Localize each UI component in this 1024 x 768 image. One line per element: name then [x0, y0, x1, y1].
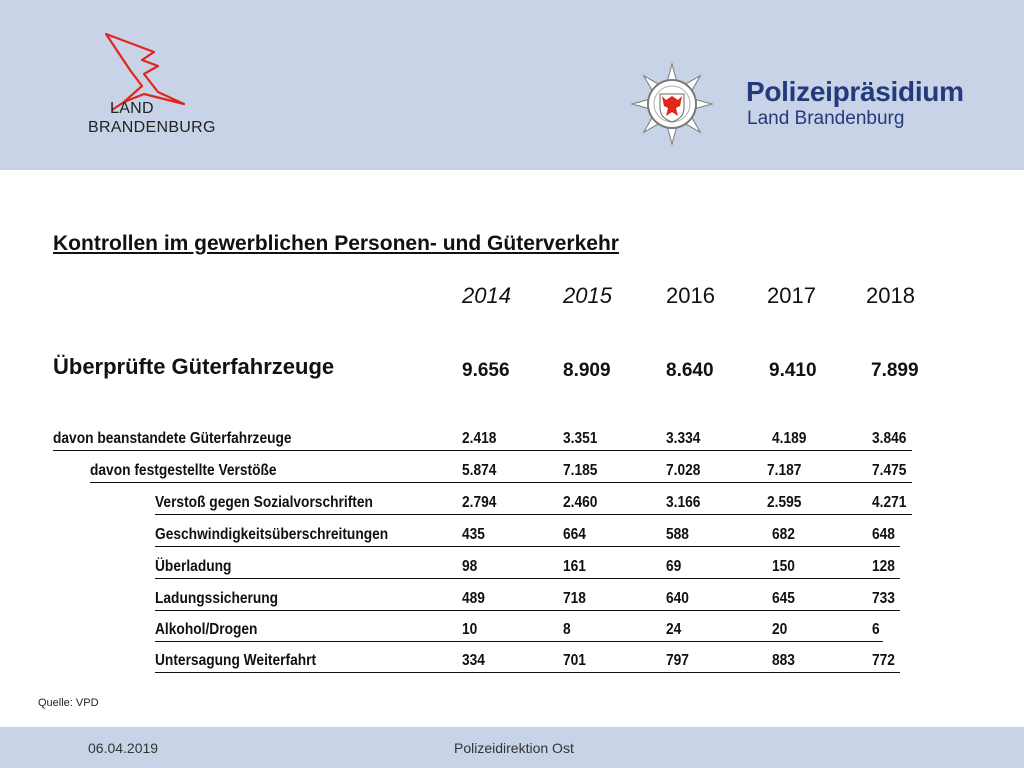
row-value-2016: 3.166 [666, 494, 701, 511]
row-value-2017: 883 [772, 652, 795, 669]
page-title: Kontrollen im gewerblichen Personen- und… [53, 232, 619, 255]
row-value-2018: 4.271 [872, 494, 907, 511]
row-underline [155, 672, 900, 673]
row-value-2014: 334 [462, 652, 485, 669]
row-label-versto-gegen-sozialvorschriften: Verstoß gegen Sozialvorschriften [155, 494, 373, 511]
year-2014: 2014 [462, 283, 511, 308]
brand-text-land: LAND [110, 100, 154, 117]
main-value-2017: 9.410 [769, 360, 817, 381]
row-value-2018: 6 [872, 621, 880, 638]
row-label-geschwindigkeits-berschreitungen: Geschwindigkeitsüberschreitungen [155, 526, 389, 543]
row-value-2016: 640 [666, 590, 689, 607]
year-2016: 2016 [666, 283, 715, 308]
footer-band: 06.04.2019 Polizeidirektion Ost [0, 727, 1024, 768]
row-value-2014: 10 [462, 621, 478, 638]
row-value-2014: 489 [462, 590, 485, 607]
row-underline [155, 641, 883, 642]
main-value-2016: 8.640 [666, 360, 714, 381]
row-value-2018: 772 [872, 652, 895, 669]
row-value-2015: 7.185 [563, 462, 598, 479]
row-value-2017: 7.187 [767, 462, 802, 479]
police-presidium-title: Polizeipräsidium [746, 76, 964, 107]
row-value-2014: 98 [462, 558, 478, 575]
row-label-alkohol-drogen: Alkohol/Drogen [155, 621, 258, 638]
row-value-2016: 7.028 [666, 462, 701, 479]
row-underline [155, 546, 900, 547]
row-value-2017: 645 [772, 590, 795, 607]
row-value-2018: 648 [872, 526, 895, 543]
row-value-2015: 701 [563, 652, 586, 669]
row-value-2014: 2.418 [462, 430, 497, 447]
main-value-2014: 9.656 [462, 360, 510, 381]
row-value-2014: 2.794 [462, 494, 497, 511]
row-label-davon-beanstandete-g-terfahrzeuge: davon beanstandete Güterfahrzeuge [53, 430, 292, 447]
footer-organization: Polizeidirektion Ost [454, 740, 574, 756]
row-value-2016: 3.334 [666, 430, 701, 447]
row-value-2016: 69 [666, 558, 682, 575]
row-underline [155, 578, 900, 579]
row-value-2017: 4.189 [772, 430, 807, 447]
row-value-2018: 733 [872, 590, 895, 607]
row-value-2018: 3.846 [872, 430, 907, 447]
footer-date: 06.04.2019 [88, 740, 159, 756]
header-band: LAND BRANDENBURG Polizeipräsidium Land B… [0, 0, 1024, 170]
row-value-2016: 797 [666, 652, 689, 669]
row-underline [155, 514, 912, 515]
brand-text-brandenburg: BRANDENBURG [88, 119, 216, 136]
row-value-2015: 8 [563, 621, 571, 638]
row-label-untersagung-weiterfahrt: Untersagung Weiterfahrt [155, 652, 317, 669]
source-note: Quelle: VPD [38, 697, 99, 709]
row-value-2018: 7.475 [872, 462, 907, 479]
row-value-2017: 20 [772, 621, 788, 638]
row-label-ladungssicherung: Ladungssicherung [155, 590, 279, 607]
row-value-2017: 682 [772, 526, 795, 543]
row-value-2015: 161 [563, 558, 586, 575]
police-presidium-subtitle: Land Brandenburg [747, 108, 905, 129]
row-value-2014: 435 [462, 526, 485, 543]
main-value-2018: 7.899 [871, 360, 919, 381]
main-value-2015: 8.909 [563, 360, 611, 381]
row-value-2015: 3.351 [563, 430, 598, 447]
row-value-2017: 2.595 [767, 494, 802, 511]
row-underline [53, 450, 912, 451]
year-2018: 2018 [866, 283, 915, 308]
row-underline [155, 610, 900, 611]
row-value-2015: 2.460 [563, 494, 598, 511]
brandenburg-eagle-logo [104, 32, 186, 111]
row-value-2015: 664 [563, 526, 586, 543]
row-underline [90, 482, 912, 483]
year-2015: 2015 [563, 283, 612, 308]
row-value-2018: 128 [872, 558, 895, 575]
row-value-2014: 5.874 [462, 462, 497, 479]
row-value-2016: 24 [666, 621, 682, 638]
row-label-davon-festgestellte-verst-e: davon festgestellte Verstöße [90, 462, 277, 479]
row-value-2016: 588 [666, 526, 689, 543]
row-label-berladung: Überladung [155, 558, 232, 575]
police-star-emblem [630, 62, 714, 146]
year-2017: 2017 [767, 283, 816, 308]
row-value-2017: 150 [772, 558, 795, 575]
main-row-label: Überprüfte Güterfahrzeuge [53, 354, 335, 379]
row-value-2015: 718 [563, 590, 586, 607]
